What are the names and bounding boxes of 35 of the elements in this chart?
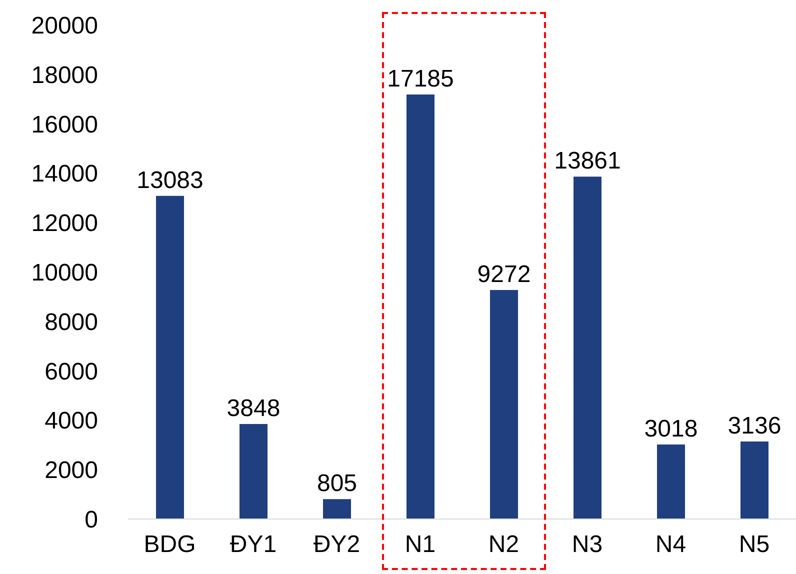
bar — [657, 444, 685, 519]
x-tick-label: ĐY1 — [230, 531, 277, 558]
bar — [323, 499, 351, 519]
bar — [574, 176, 602, 519]
y-tick-label: 20000 — [31, 12, 98, 40]
data-label: 3018 — [644, 415, 698, 442]
bar — [490, 290, 518, 519]
data-label: 3848 — [226, 394, 280, 422]
y-tick-label: 12000 — [31, 210, 98, 238]
x-tick-label: BDG — [144, 531, 196, 558]
bar — [156, 196, 184, 519]
bar — [406, 94, 434, 519]
y-tick-label: 14000 — [31, 160, 98, 188]
x-tick-label: ĐY2 — [313, 531, 360, 558]
data-label: 9272 — [477, 260, 531, 288]
y-tick-label: 2000 — [44, 457, 98, 484]
data-label: 13861 — [554, 148, 621, 175]
bar — [240, 424, 268, 519]
x-tick-label: N2 — [488, 531, 520, 558]
y-tick-label: 6000 — [44, 358, 98, 386]
y-tick-label: 4000 — [44, 408, 98, 435]
x-tick-label: N3 — [572, 531, 603, 558]
x-tick-label: N1 — [404, 531, 436, 558]
y-tick-label: 0 — [84, 506, 98, 534]
x-tick-label: N4 — [655, 531, 686, 558]
y-tick-label: 10000 — [31, 260, 98, 287]
y-tick-label: 8000 — [44, 308, 98, 336]
x-tick-label: N5 — [738, 531, 770, 558]
data-label: 17185 — [387, 66, 454, 93]
data-label: 13083 — [136, 166, 204, 194]
data-label: 805 — [316, 470, 358, 498]
data-label: 3136 — [728, 412, 782, 440]
y-tick-label: 18000 — [31, 62, 98, 89]
y-tick-label: 16000 — [31, 111, 98, 138]
bar — [740, 442, 768, 519]
